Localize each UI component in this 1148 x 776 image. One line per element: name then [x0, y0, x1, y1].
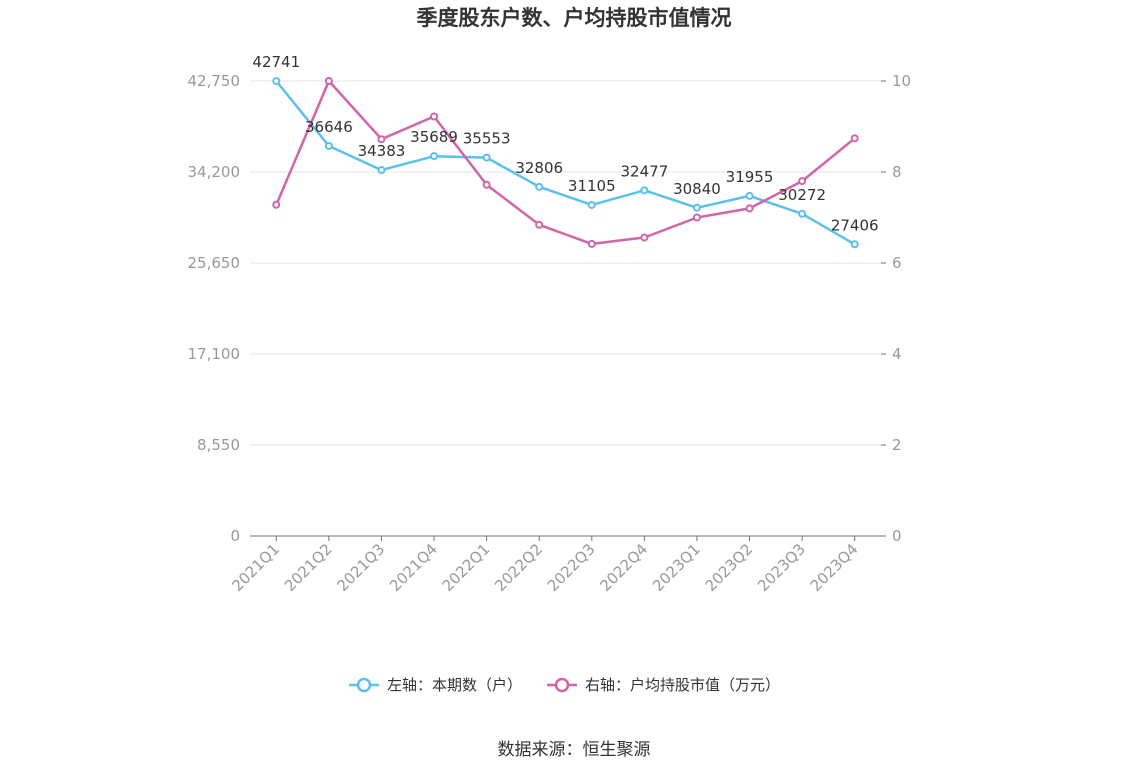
- series-line: [275, 79, 856, 246]
- data-label: 30272: [778, 186, 826, 204]
- data-point: [535, 220, 544, 229]
- data-point: [430, 152, 439, 161]
- right-axis-tick-label: 8: [892, 163, 902, 181]
- x-axis-tick-label: 2022Q2: [491, 540, 546, 595]
- x-axis-tick-label: 2021Q4: [386, 540, 441, 595]
- legend-item[interactable]: 左轴：本期数（户）: [349, 676, 522, 694]
- data-point: [272, 77, 281, 86]
- data-point: [482, 153, 491, 162]
- data-label: 27406: [831, 216, 879, 234]
- right-axis-tick-label: 4: [892, 345, 902, 363]
- x-axis-tick-label: 2021Q2: [281, 540, 336, 595]
- x-axis-tick-label: 2022Q3: [544, 540, 599, 595]
- left-axis-tick-label: 42,750: [188, 72, 241, 90]
- x-axis-tick-label: 2023Q2: [702, 540, 757, 595]
- legend[interactable]: 左轴：本期数（户） 右轴：户均持股市值（万元）: [349, 676, 780, 694]
- data-point: [692, 203, 701, 212]
- x-axis-tick-label: 2023Q3: [754, 540, 809, 595]
- data-point: [535, 182, 544, 191]
- right-axis-tick-label: 10: [892, 72, 911, 90]
- left-axis-tick-label: 17,100: [188, 345, 241, 363]
- data-label: 42741: [252, 53, 300, 71]
- data-point: [692, 213, 701, 222]
- data-point: [850, 240, 859, 249]
- x-axis-tick-label: 2021Q3: [333, 540, 388, 595]
- left-axis-tick-label: 8,550: [197, 436, 240, 454]
- data-point: [587, 200, 596, 209]
- data-label: 30840: [673, 180, 721, 198]
- right-axis-tick-label: 2: [892, 436, 902, 454]
- data-label: 35553: [463, 130, 511, 148]
- data-point: [272, 200, 281, 209]
- data-point: [430, 112, 439, 121]
- series-line: [275, 80, 856, 246]
- left-axis-tick-label: 0: [230, 527, 240, 545]
- right-axis-tick-label: 6: [892, 254, 902, 272]
- legend-label: 右轴：户均持股市值（万元）: [585, 676, 780, 694]
- series-group: [272, 77, 859, 248]
- data-point: [587, 239, 596, 248]
- x-axis-tick-label: 2022Q4: [596, 540, 651, 595]
- legend-marker-icon: [356, 677, 372, 693]
- x-axis-tick-label: 2023Q1: [649, 540, 704, 595]
- data-label: 31955: [726, 168, 774, 186]
- data-point: [640, 186, 649, 195]
- data-label: 31105: [568, 177, 616, 195]
- x-axis-tick-label: 2023Q4: [807, 540, 862, 595]
- legend-marker-icon: [554, 677, 570, 693]
- data-label: 32806: [515, 159, 563, 177]
- data-point: [850, 134, 859, 143]
- legend-label: 左轴：本期数（户）: [387, 676, 522, 694]
- left-axis-tick-label: 25,650: [188, 254, 241, 272]
- data-point: [377, 166, 386, 175]
- data-point: [798, 209, 807, 218]
- x-axis-tick-label: 2021Q1: [228, 540, 283, 595]
- x-axis-tick-label: 2022Q1: [439, 540, 494, 595]
- data-point: [377, 135, 386, 144]
- data-point: [482, 180, 491, 189]
- data-label: 32477: [621, 162, 669, 180]
- axes: 0 8,550 17,100 25,650 34,200 42,750 0 2 4 6 8 10 202…: [188, 72, 912, 595]
- legend-item[interactable]: 右轴：户均持股市值（万元）: [547, 676, 780, 694]
- data-point: [324, 77, 333, 85]
- data-label: 36646: [305, 118, 353, 136]
- data-label: 35689: [410, 128, 458, 146]
- data-point: [324, 141, 333, 150]
- data-label: 34383: [358, 142, 406, 160]
- data-point: [745, 191, 754, 200]
- data-point: [745, 204, 754, 213]
- data-point: [640, 233, 649, 242]
- series-group: [272, 77, 859, 249]
- right-axis-tick-label: 0: [892, 527, 902, 545]
- grid-lines: [250, 80, 881, 446]
- chart-title: 季度股东户数、户均持股市值情况: [417, 6, 732, 30]
- left-axis-tick-label: 34,200: [188, 163, 241, 181]
- series: [272, 77, 859, 249]
- data-point: [798, 177, 807, 186]
- source-note: 数据来源：恒生聚源: [498, 740, 651, 760]
